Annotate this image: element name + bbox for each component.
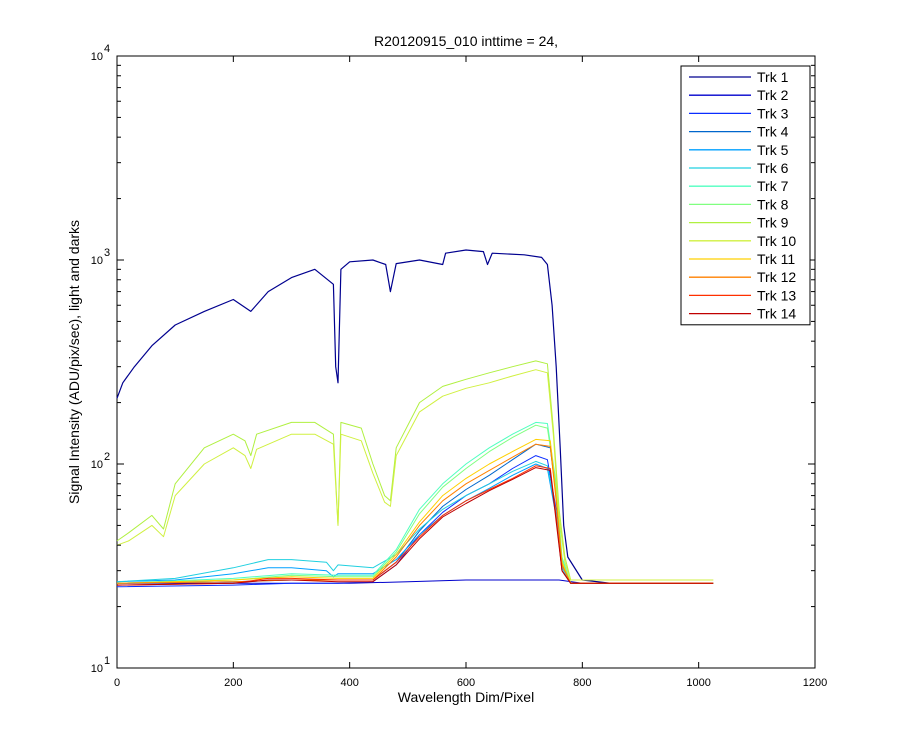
y-tick-label-exponent: 1 bbox=[104, 655, 110, 667]
series-line-12 bbox=[116, 443, 714, 584]
x-axis: 0 200 400 600 800 1000 1200 bbox=[114, 56, 827, 689]
series-line-14 bbox=[116, 467, 714, 586]
series-line-8 bbox=[116, 424, 714, 584]
x-tick-label: 800 bbox=[573, 677, 591, 689]
y-tick-label-exponent: 4 bbox=[104, 43, 110, 55]
legend-label: Trk 3 bbox=[757, 105, 789, 121]
legend-label: Trk 11 bbox=[757, 251, 795, 267]
legend-box bbox=[680, 65, 811, 326]
y-axis-label: Signal Intensity (ADU/pix/sec), light an… bbox=[66, 220, 82, 504]
y-tick-label-exponent: 2 bbox=[104, 451, 110, 463]
x-tick-label: 200 bbox=[224, 677, 242, 689]
legend-label: Trk 2 bbox=[757, 87, 789, 103]
x-axis-label: Wavelength Dim/Pixel bbox=[398, 689, 534, 705]
legend-label: Trk 8 bbox=[757, 196, 789, 212]
x-tick-label: 400 bbox=[340, 677, 358, 689]
series-line-1 bbox=[116, 249, 714, 584]
legend-label: Trk 7 bbox=[757, 178, 789, 194]
y-tick-label-base: 10 bbox=[91, 663, 103, 675]
y-tick-label-base: 10 bbox=[91, 51, 103, 63]
legend-label: Trk 5 bbox=[757, 142, 789, 158]
chart-title: R20120915_010 inttime = 24, bbox=[374, 33, 558, 49]
legend-label: Trk 6 bbox=[757, 160, 789, 176]
y-tick-label-base: 10 bbox=[91, 459, 103, 471]
y-tick-label-exponent: 3 bbox=[104, 247, 110, 259]
x-tick-label: 1000 bbox=[686, 677, 710, 689]
legend-label: Trk 14 bbox=[757, 306, 796, 322]
series-line-10 bbox=[116, 369, 714, 581]
x-tick-label: 600 bbox=[457, 677, 475, 689]
x-tick-label: 0 bbox=[114, 677, 120, 689]
plot-lines bbox=[116, 249, 714, 588]
series-line-9 bbox=[116, 360, 714, 581]
x-tick-label: 1200 bbox=[803, 677, 827, 689]
legend-label: Trk 12 bbox=[757, 269, 796, 285]
legend-label: Trk 1 bbox=[757, 69, 789, 85]
legend-label: Trk 13 bbox=[757, 287, 796, 303]
series-line-5 bbox=[116, 463, 714, 584]
legend-label: Trk 10 bbox=[757, 233, 796, 249]
legend-label: Trk 4 bbox=[757, 124, 789, 140]
legend-label: Trk 9 bbox=[757, 215, 789, 231]
y-tick-label-base: 10 bbox=[91, 255, 103, 267]
legend: Trk 1 Trk 2 Trk 3 Trk 4 Trk 5 Trk 6 Trk 7 Trk 8… bbox=[680, 65, 811, 326]
